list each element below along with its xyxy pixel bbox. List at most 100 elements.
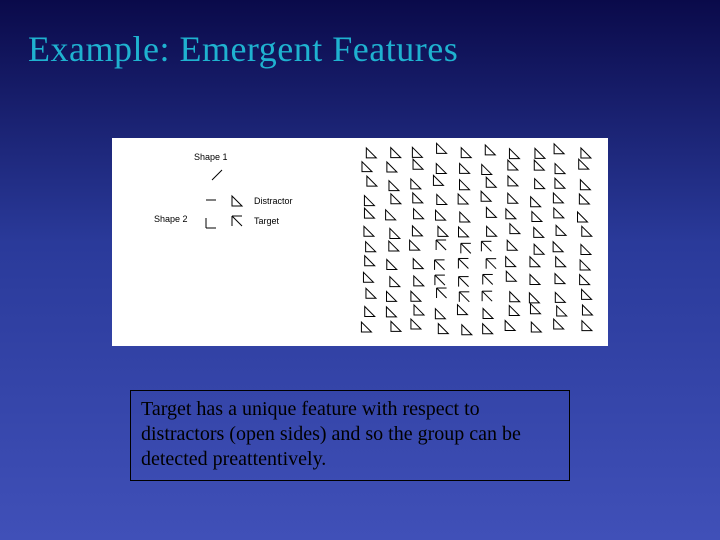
distractor-item [534,244,544,254]
distractor-item [391,194,401,204]
distractor-item [486,177,496,187]
distractor-item [535,148,545,158]
distractor-item [553,193,563,203]
target-item [436,240,446,250]
distractor-item [581,244,591,254]
distractor-item [366,242,376,252]
distractor-item [531,197,541,207]
distractor-item [555,178,565,188]
distractor-item [437,143,447,153]
distractor-item [510,224,520,234]
distractor-item [557,306,567,316]
distractor-item [506,209,516,219]
distractor-item [389,181,399,191]
distractor-item [438,226,448,236]
distractor-item [505,321,515,331]
distractor-item [530,257,540,267]
distractor-item [482,164,492,174]
distractor-item [387,259,397,269]
distractor-item [387,162,397,172]
distractor-item [580,260,590,270]
distractor-item [556,257,566,267]
distractor-item [413,259,423,269]
target-item [482,291,492,301]
distractor-item [534,227,544,237]
distractor-item [509,149,519,159]
distractor-item [365,306,375,316]
distractor-item [553,242,563,252]
distractor-item [460,163,470,173]
distractor-item [410,240,420,250]
target-item [483,274,493,284]
distractor-item [364,208,374,218]
distractor-item [481,191,491,201]
distractor-item [554,319,564,329]
distractor-item [361,322,371,332]
shape1-label: Shape 1 [194,152,228,162]
distractor-item [530,304,540,314]
distractor-item [386,210,396,220]
distractor-item [555,274,565,284]
figure-panel: Shape 1 Shape 2 Distractor Target [112,138,608,346]
distractor-item [461,148,471,158]
distractor-item [487,226,497,236]
shape2-glyph-b [204,216,222,230]
distractor-item [365,256,375,266]
distractor-item [414,209,424,219]
distractor-item [437,194,447,204]
distractor-item [436,210,446,220]
distractor-item [413,159,423,169]
shape1-glyph [210,168,228,182]
distractor-item [554,144,564,154]
distractor-item [534,160,544,170]
distractor-item [532,212,542,222]
distractor-item [411,179,421,189]
distractor-item [530,274,540,284]
distractor-item [364,196,374,206]
distractor-item [506,257,516,267]
distractor-item [529,293,539,303]
distractor-item [390,228,400,238]
distractor-item [483,324,493,334]
distractor-item [510,292,520,302]
distractor-item [554,208,564,218]
distractor-item [414,305,424,315]
distractor-item [366,288,376,298]
target-glyph [230,214,248,228]
distractor-item [367,176,377,186]
target-item [481,241,491,251]
distractor-item [413,193,423,203]
distractor-item [582,305,592,315]
distractor-item [509,306,519,316]
shape2-label: Shape 2 [154,214,188,224]
distractor-item [508,176,518,186]
distractor-item [362,162,372,172]
distractor-item [460,180,470,190]
distractor-glyph [230,194,248,208]
distractor-item [386,307,396,317]
distractor-item [366,148,376,158]
caption-box: Target has a unique feature with respect… [130,390,570,481]
legend-block: Distractor Target [230,194,293,234]
distractor-item [531,322,541,332]
target-item [435,260,445,270]
distractor-item [411,319,421,329]
distractor-item [556,225,566,235]
distractor-item [508,160,518,170]
distractor-item [363,272,373,282]
distractor-item [389,241,399,251]
target-item [435,275,445,285]
distractor-item [433,175,443,185]
distractor-item [580,275,590,285]
distractor-item [364,226,374,236]
distractor-item [535,179,545,189]
distractor-item [462,325,472,335]
distractor-item [582,289,592,299]
distractor-item [579,159,589,169]
target-label: Target [254,216,279,226]
distractor-item [555,164,565,174]
distractor-item [582,321,592,331]
distractor-item [581,148,591,158]
distractor-item [579,194,589,204]
caption-text: Target has a unique feature with respect… [141,398,521,470]
